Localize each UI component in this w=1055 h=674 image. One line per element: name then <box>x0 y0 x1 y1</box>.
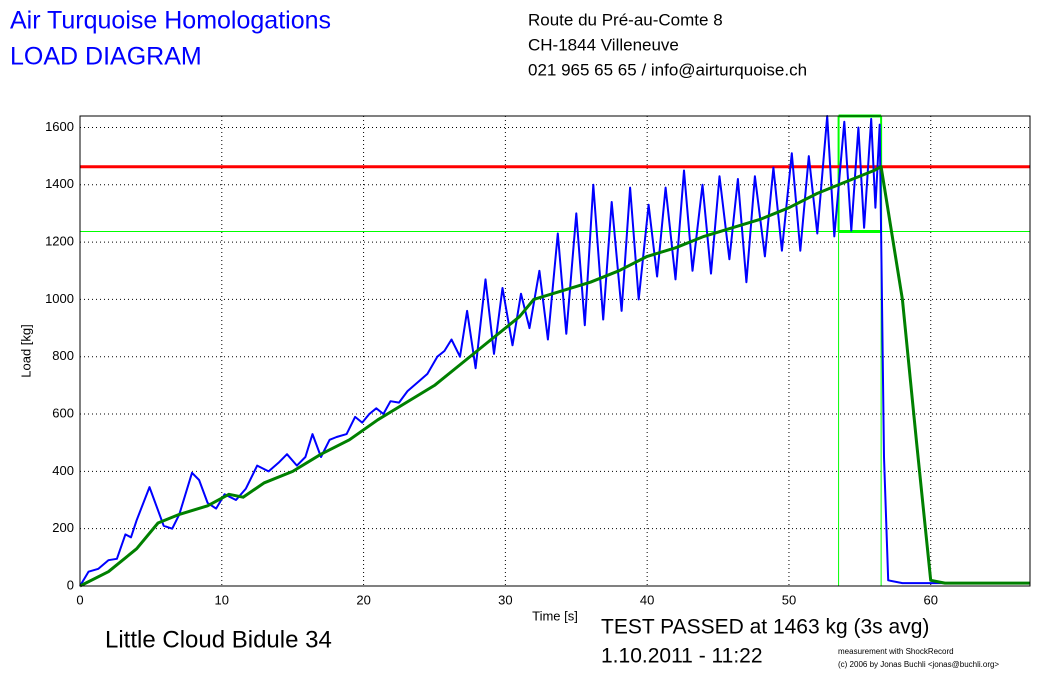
address-line: CH-1844 Villeneuve <box>528 35 679 54</box>
title: Air Turquoise Homologations <box>10 7 331 35</box>
y-tick-label: 1600 <box>45 119 74 134</box>
plot-area <box>80 116 1030 586</box>
y-tick-label: 400 <box>52 463 74 478</box>
result: TEST PASSED at 1463 kg (3s avg) <box>601 616 929 639</box>
x-tick-label: 20 <box>356 592 370 607</box>
y-tick-label: 200 <box>52 520 74 535</box>
address-line: Route du Pré-au-Comte 8 <box>528 10 723 29</box>
y-axis-label: Load [kg] <box>18 324 33 378</box>
x-tick-label: 10 <box>215 592 229 607</box>
x-tick-label: 30 <box>498 592 512 607</box>
y-tick-label: 0 <box>67 577 74 592</box>
subtitle: LOAD DIAGRAM <box>10 43 202 71</box>
plot-frame <box>79 115 1031 587</box>
y-tick-label: 1000 <box>45 291 74 306</box>
y-tick-label: 1200 <box>45 234 74 249</box>
y-tick-label: 600 <box>52 405 74 420</box>
credit: (c) 2006 by Jonas Buchli <jonas@buchli.o… <box>838 660 999 669</box>
address-line: 021 965 65 65 / info@airturquoise.ch <box>528 60 807 79</box>
series-line <box>79 115 1030 587</box>
x-tick-label: 50 <box>782 592 796 607</box>
credit: measurement with ShockRecord <box>838 647 954 656</box>
date: 1.10.2011 - 11:22 <box>601 645 763 668</box>
product: Little Cloud Bidule 34 <box>105 626 332 653</box>
y-tick-label: 800 <box>52 348 74 363</box>
x-axis-label: Time [s] <box>532 608 578 623</box>
x-tick-label: 60 <box>924 592 938 607</box>
y-tick-label: 1400 <box>45 176 74 191</box>
series-line <box>79 165 1030 588</box>
x-tick-label: 40 <box>640 592 654 607</box>
x-tick-label: 0 <box>76 592 83 607</box>
